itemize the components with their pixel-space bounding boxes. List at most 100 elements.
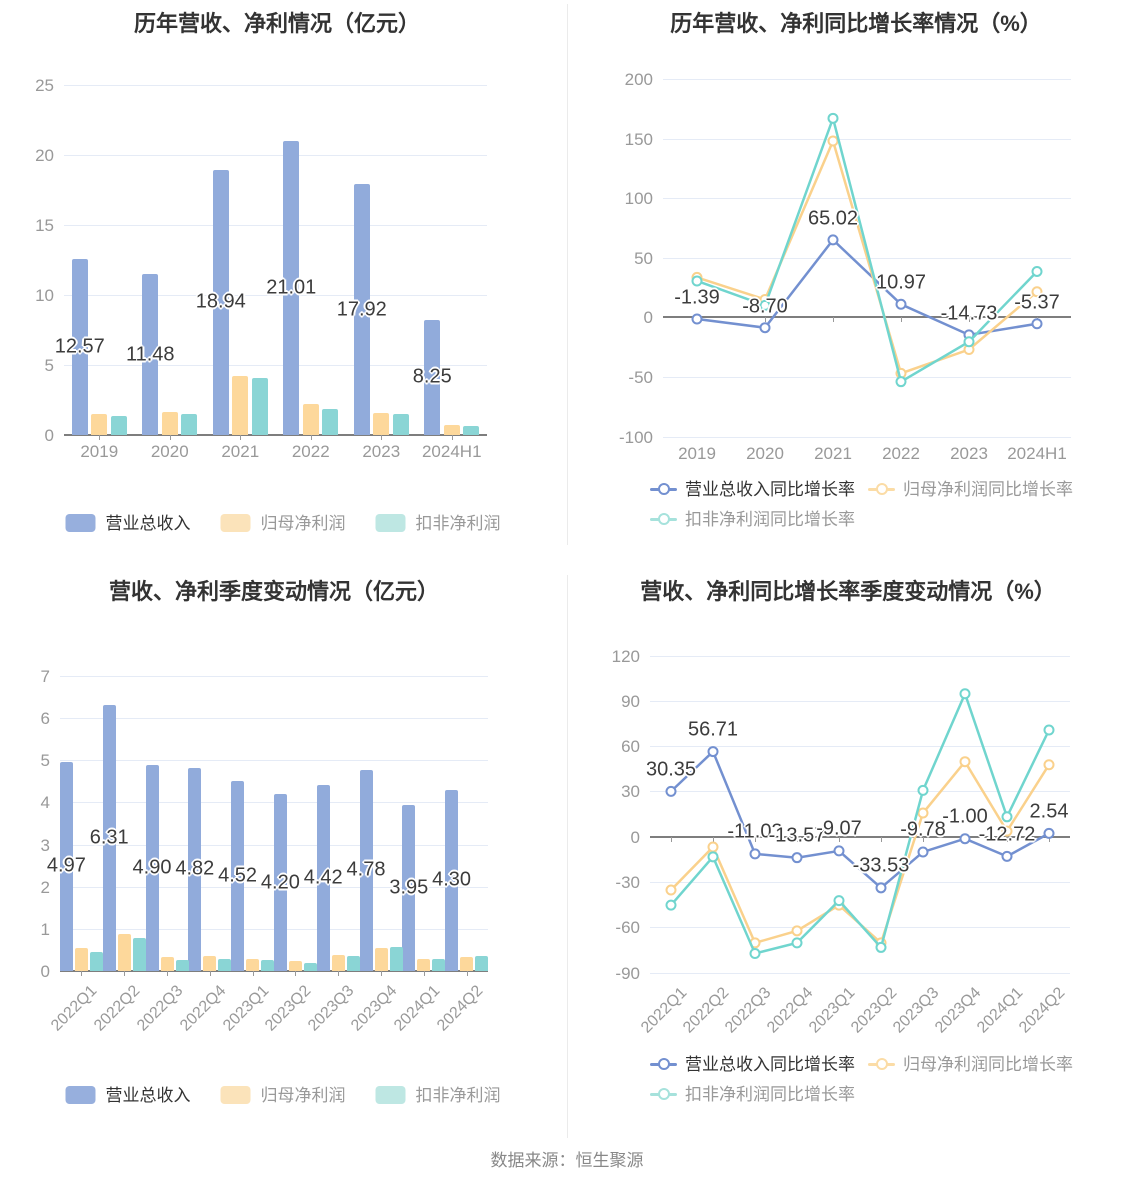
- legend-circle: [658, 1088, 670, 1100]
- legend-label: 扣非净利润: [415, 513, 501, 533]
- x-axis-label: 2022: [882, 444, 920, 463]
- series-line-扣非净利润同比增长率: [696, 114, 1038, 384]
- bar-归母净利润: [203, 955, 217, 971]
- bar-归母净利润: [417, 958, 431, 971]
- y-axis-label: 4: [40, 793, 50, 813]
- bar-归母净利润: [160, 956, 174, 971]
- legend-label: 归母净利润同比增长率: [903, 479, 1073, 499]
- bar-营业总收入: [145, 764, 159, 971]
- data-point-marker: [917, 845, 929, 857]
- gridline: [650, 746, 1070, 748]
- gridline: [60, 718, 488, 720]
- axis-tick: [713, 836, 714, 842]
- legend-item-营业总收入[interactable]: 营业总收入: [65, 514, 191, 532]
- y-axis-label: 20: [35, 146, 54, 165]
- data-label: 10.97: [875, 271, 927, 294]
- bar-营业总收入: [273, 794, 287, 971]
- x-axis-label: 2020: [150, 442, 189, 461]
- column-divider-top: [567, 4, 568, 545]
- gridline: [64, 295, 487, 296]
- legend-swatch-icon: [220, 1086, 251, 1104]
- legend-item-归母净利润[interactable]: 归母净利润: [220, 514, 346, 532]
- y-axis-label: 30: [621, 782, 640, 802]
- data-point-marker: [749, 847, 761, 859]
- data-point-marker: [707, 745, 719, 757]
- axis-tick: [765, 317, 766, 323]
- data-point-marker: [707, 850, 719, 862]
- bar-归母净利润: [331, 954, 345, 971]
- data-point-marker: [691, 275, 703, 287]
- legend-label: 扣非净利润: [415, 1085, 501, 1105]
- legend-item-归母净利润同比增长率[interactable]: 归母净利润同比增长率: [868, 1053, 1073, 1075]
- x-axis-label: 2024H1: [1007, 444, 1067, 463]
- bar-扣非净利润: [322, 408, 339, 435]
- legend-item-营业总收入同比增长率[interactable]: 营业总收入同比增长率: [650, 478, 855, 500]
- line-series-layer: [665, 687, 1055, 959]
- data-point-marker: [791, 851, 803, 863]
- legend-circle: [876, 1058, 888, 1070]
- legend-swatch-icon: [375, 514, 406, 532]
- bar-营业总收入: [212, 169, 229, 435]
- data-label: 56.71: [687, 718, 739, 741]
- legend-item-营业总收入同比增长率[interactable]: 营业总收入同比增长率: [650, 1053, 855, 1075]
- bar-营业总收入: [353, 184, 370, 435]
- axis-tick: [839, 836, 840, 842]
- data-label: -1.00: [942, 805, 988, 828]
- legend-line-marker-icon: [650, 1088, 677, 1100]
- gridline: [64, 85, 487, 86]
- bar-营业总收入: [316, 784, 330, 971]
- x-axis-label: 2024H1: [421, 442, 482, 461]
- y-axis-label: -90: [615, 963, 640, 983]
- bar-归母净利润: [232, 376, 249, 435]
- data-point-marker: [875, 941, 887, 953]
- data-point-marker: [707, 841, 719, 853]
- gridline: [663, 138, 1071, 140]
- axis-tick: [969, 317, 970, 323]
- axis-tick: [755, 836, 756, 842]
- legend-item-归母净利润[interactable]: 归母净利润: [220, 1086, 346, 1104]
- y-axis-label: 3: [40, 835, 50, 855]
- legend-swatch-icon: [65, 1086, 96, 1104]
- data-label: 3.95: [389, 876, 429, 899]
- gridline: [650, 791, 1070, 793]
- x-axis-line: [60, 970, 488, 972]
- y-axis-label: 2: [40, 877, 50, 897]
- legend-item-扣非净利润[interactable]: 扣非净利润: [375, 513, 501, 533]
- bar-营业总收入: [231, 780, 245, 971]
- data-source-note: 数据来源：恒生聚源: [490, 1151, 644, 1170]
- axis-tick: [466, 971, 468, 976]
- gridline: [64, 365, 487, 366]
- bar-扣非净利润: [110, 415, 127, 435]
- bar-扣非净利润: [389, 946, 403, 971]
- y-axis-label: 6: [40, 709, 50, 729]
- axis-tick: [1007, 836, 1008, 842]
- data-label: 6.31: [89, 826, 129, 849]
- legend-item-归母净利润同比增长率[interactable]: 归母净利润同比增长率: [868, 478, 1073, 500]
- data-label: 2.54: [1029, 800, 1069, 823]
- data-point-marker: [1031, 265, 1043, 277]
- y-axis-label: 0: [630, 827, 640, 847]
- legend-item-扣非净利润同比增长率[interactable]: 扣非净利润同比增长率: [650, 508, 855, 530]
- bar-归母净利润: [288, 960, 302, 971]
- legend-item-营业总收入[interactable]: 营业总收入: [65, 1086, 191, 1104]
- legend-item-扣非净利润同比增长率[interactable]: 扣非净利润同比增长率: [650, 1083, 855, 1105]
- y-axis-label: -50: [628, 367, 653, 387]
- data-label: 30.35: [645, 758, 697, 781]
- bar-扣非净利润: [261, 960, 275, 971]
- gridline: [64, 225, 487, 226]
- series-line-扣非净利润同比增长率: [670, 689, 1051, 955]
- x-axis-line: [650, 835, 1070, 838]
- bar-扣非净利润: [89, 952, 103, 971]
- bar-扣非净利润: [303, 963, 317, 971]
- series-line-营业总收入同比增长率: [670, 748, 1050, 889]
- axis-tick: [381, 435, 383, 440]
- y-axis-label: 200: [624, 70, 653, 89]
- bar-扣非净利润: [181, 413, 198, 435]
- data-label: -9.78: [900, 818, 946, 841]
- legend-item-扣非净利润[interactable]: 扣非净利润: [375, 1085, 501, 1105]
- axis-tick: [310, 435, 312, 440]
- y-axis-label: 15: [35, 216, 54, 235]
- data-point-marker: [749, 947, 761, 959]
- y-axis-label: 25: [35, 76, 54, 95]
